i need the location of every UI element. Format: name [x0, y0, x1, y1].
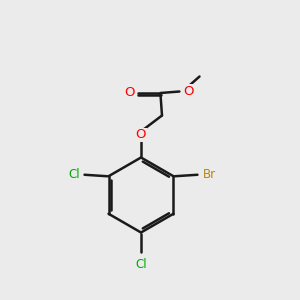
Text: O: O	[136, 128, 146, 142]
Text: Cl: Cl	[68, 168, 80, 181]
Text: O: O	[183, 85, 194, 98]
Text: Cl: Cl	[135, 258, 147, 271]
Text: O: O	[124, 86, 134, 100]
Text: Br: Br	[202, 168, 216, 181]
